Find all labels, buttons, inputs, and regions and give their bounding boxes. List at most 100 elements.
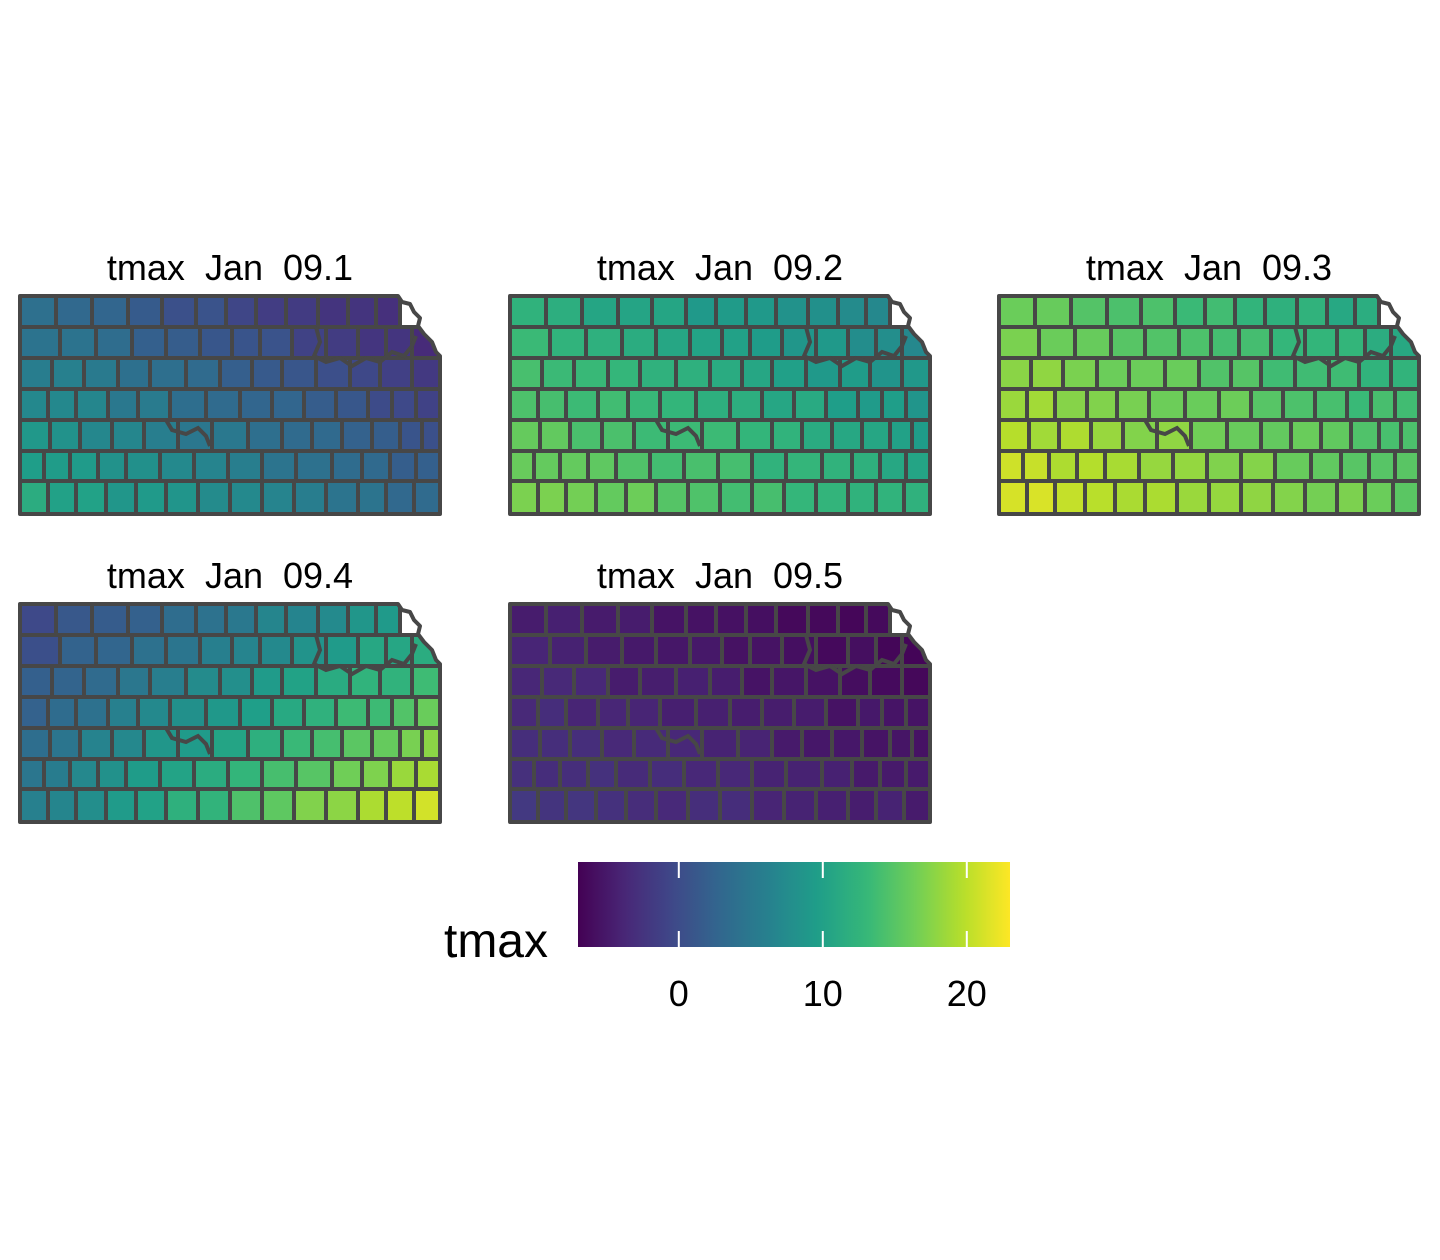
map-panels: tmax Jan 09.1 tmax Jan 09.2 tmax Jan 09.3 t… [18,247,1421,824]
county-cell [340,726,374,761]
county-cell [410,664,440,699]
county-cell [334,387,370,422]
county-cell [370,726,402,761]
county-cell [1075,449,1107,483]
state-outline [18,294,442,516]
county-cell [532,757,562,791]
county-cell [210,418,250,453]
county-cell [412,787,440,822]
county-cell [356,787,388,822]
county-cell [800,726,834,761]
county-cell [1289,418,1323,453]
county-cell [510,325,552,360]
county-border-irregular [1290,326,1397,369]
county-cell [536,387,568,422]
county-cell [1393,387,1419,422]
county-cell [258,633,294,668]
county-cell [868,664,904,699]
county-cell [1335,479,1367,514]
county-cell [78,726,114,761]
county-cell [1061,356,1099,391]
county-cell [902,479,930,514]
county-cell [184,664,222,699]
county-cell [420,726,440,761]
county-cell [20,726,52,761]
county-cell [510,356,544,391]
county-cell [1037,325,1077,360]
county-cell [74,479,108,514]
map-panel: tmax Jan 09.5 [508,555,932,824]
county-cell [414,757,440,791]
county-cell [999,325,1041,360]
county-cell [1399,418,1419,453]
county-cell [999,418,1031,453]
county-cell [750,479,786,514]
county-cell [280,726,314,761]
county-cell [1259,356,1297,391]
county-cell [536,695,568,730]
county-cell [1137,449,1175,483]
county-cell [868,356,904,391]
county-cell [230,633,262,668]
county-cell [782,479,818,514]
county-cell [1313,387,1349,422]
county-cell [548,325,588,360]
county-cell [390,387,418,422]
county-cell [46,387,78,422]
county-cell [740,664,774,699]
county-cell [294,757,334,791]
county-cell [910,726,930,761]
county-cell [626,387,662,422]
county-cell [850,449,882,483]
county-cell [1325,296,1357,329]
county-cell [714,296,748,329]
panel-title: tmax Jan 09.3 [1086,247,1332,288]
county-cell [674,356,712,391]
county-cell [1109,325,1147,360]
county-cell [682,449,720,483]
county-cell [1345,387,1373,422]
county-cell [390,695,418,730]
county-cell [650,604,688,637]
county-cell [106,695,140,730]
county-cell [510,726,542,761]
county-cell [600,726,636,761]
county-cell [330,449,364,483]
county-cells [20,296,440,514]
county-cell [736,418,774,453]
county-cell [686,479,722,514]
county-cell [94,325,134,360]
county-cell [164,633,202,668]
county-cell [194,604,228,637]
county-cell [116,664,152,699]
county-cell [1143,325,1181,360]
county-cell [616,604,654,637]
county-cell [904,757,930,791]
county-cell [106,387,140,422]
county-cell [708,664,744,699]
county-cell [510,757,536,791]
county-cell [782,787,818,822]
county-cell [384,787,416,822]
county-cell [58,633,98,668]
county-cell [860,726,892,761]
county-cells [999,296,1419,514]
county-cell [532,449,562,483]
county-cell [510,633,552,668]
legend-tick-label: 20 [947,973,987,1014]
county-cell [1367,449,1397,483]
county-cell [20,787,50,822]
county-cell [510,479,540,514]
county-cell [538,726,572,761]
county-border-irregular [801,634,908,677]
county-cell [900,356,930,391]
county-cell [1177,325,1213,360]
county-cell [1197,356,1233,391]
county-cell [594,479,628,514]
county-cell [136,387,172,422]
county-cell [142,726,180,761]
county-cell [48,726,82,761]
county-cell [874,479,906,514]
county-cell [94,633,134,668]
county-cell [198,325,234,360]
